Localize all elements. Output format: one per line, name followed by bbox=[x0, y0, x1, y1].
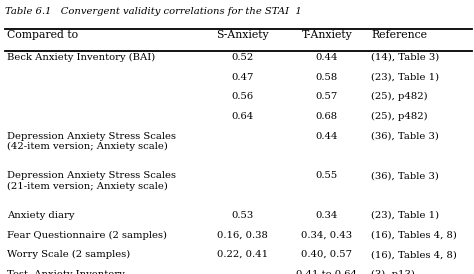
Text: 0.40, 0.57: 0.40, 0.57 bbox=[301, 250, 352, 259]
Text: (3), p13): (3), p13) bbox=[371, 270, 415, 274]
Text: (16), Tables 4, 8): (16), Tables 4, 8) bbox=[371, 230, 457, 239]
Text: (23), Table 1): (23), Table 1) bbox=[371, 211, 439, 220]
Text: 0.55: 0.55 bbox=[316, 171, 338, 180]
Text: (36), Table 3): (36), Table 3) bbox=[371, 132, 439, 141]
Text: Table 6.1   Convergent validity correlations for the STAI  1: Table 6.1 Convergent validity correlatio… bbox=[5, 7, 301, 16]
Text: 0.47: 0.47 bbox=[232, 73, 254, 82]
Text: 0.58: 0.58 bbox=[316, 73, 338, 82]
Text: Anxiety diary: Anxiety diary bbox=[7, 211, 74, 220]
Text: (36), Table 3): (36), Table 3) bbox=[371, 171, 439, 180]
Text: 0.34, 0.43: 0.34, 0.43 bbox=[301, 230, 353, 239]
Text: T-Anxiety: T-Anxiety bbox=[301, 30, 352, 40]
Text: 0.22, 0.41: 0.22, 0.41 bbox=[217, 250, 268, 259]
Text: (16), Tables 4, 8): (16), Tables 4, 8) bbox=[371, 250, 457, 259]
Text: (25), p482): (25), p482) bbox=[371, 92, 428, 101]
Text: 0.16, 0.38: 0.16, 0.38 bbox=[218, 230, 268, 239]
Text: S-Anxiety: S-Anxiety bbox=[217, 30, 269, 40]
Text: Test  Anxiety Inventory: Test Anxiety Inventory bbox=[7, 270, 125, 274]
Text: 0.68: 0.68 bbox=[316, 112, 338, 121]
Text: 0.52: 0.52 bbox=[232, 53, 254, 62]
Text: 0.57: 0.57 bbox=[316, 92, 338, 101]
Text: Worry Scale (2 samples): Worry Scale (2 samples) bbox=[7, 250, 130, 259]
Text: Depression Anxiety Stress Scales
(21-item version; Anxiety scale): Depression Anxiety Stress Scales (21-ite… bbox=[7, 171, 176, 191]
Text: 0.44: 0.44 bbox=[316, 53, 338, 62]
Text: (14), Table 3): (14), Table 3) bbox=[371, 53, 439, 62]
Text: 0.41 to 0.64: 0.41 to 0.64 bbox=[296, 270, 357, 274]
Text: Compared to: Compared to bbox=[7, 30, 78, 40]
Text: 0.64: 0.64 bbox=[232, 112, 254, 121]
Text: Beck Anxiety Inventory (BAI): Beck Anxiety Inventory (BAI) bbox=[7, 53, 155, 62]
Text: Fear Questionnaire (2 samples): Fear Questionnaire (2 samples) bbox=[7, 230, 167, 239]
Text: Reference: Reference bbox=[371, 30, 427, 40]
Text: 0.34: 0.34 bbox=[316, 211, 338, 220]
Text: (23), Table 1): (23), Table 1) bbox=[371, 73, 439, 82]
Text: 0.44: 0.44 bbox=[316, 132, 338, 141]
Text: 0.56: 0.56 bbox=[232, 92, 254, 101]
Text: (25), p482): (25), p482) bbox=[371, 112, 428, 121]
Text: Depression Anxiety Stress Scales
(42-item version; Anxiety scale): Depression Anxiety Stress Scales (42-ite… bbox=[7, 132, 176, 151]
Text: 0.53: 0.53 bbox=[232, 211, 254, 220]
